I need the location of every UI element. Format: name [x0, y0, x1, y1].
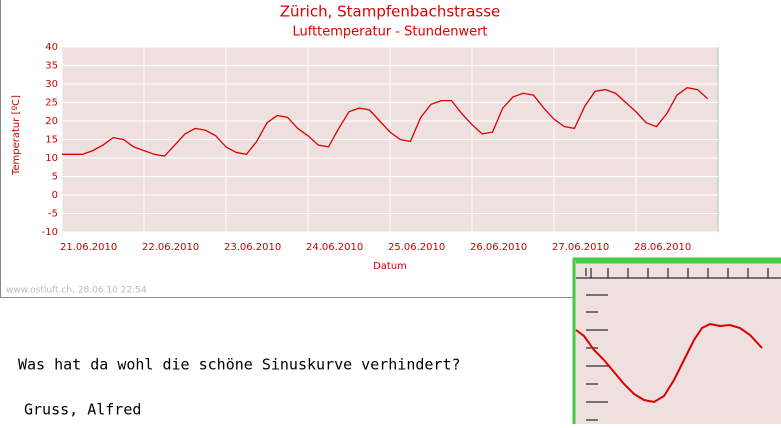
y-axis-label: Temperatur [ºC] [11, 95, 22, 176]
signature: Gruss, Alfred [24, 401, 141, 419]
y-tick-label: -10 [42, 227, 58, 238]
chart-title: Zürich, Stampfenbachstrasse [280, 3, 501, 21]
x-tick-label: 22.06.2010 [142, 242, 199, 253]
magnifier [572, 257, 781, 428]
magnified-line [575, 322, 763, 404]
y-tick-label: 15 [45, 135, 58, 146]
y-tick-label: 5 [52, 172, 58, 183]
y-tick-label: 35 [45, 61, 58, 72]
y-tick-label: 25 [45, 98, 58, 109]
x-tick-label: 25.06.2010 [388, 242, 445, 253]
x-tick-label: 23.06.2010 [224, 242, 281, 253]
x-tick-label: 26.06.2010 [470, 242, 527, 253]
y-tick-label: 10 [45, 153, 58, 164]
y-tick-label: 40 [45, 42, 58, 53]
x-tick-label: 28.06.2010 [634, 242, 691, 253]
footer: www.ostluft.ch, 28.06.10 22:54 [6, 286, 147, 296]
y-tick-label: -5 [48, 209, 58, 220]
data-line [62, 87, 709, 157]
x-tick-label: 21.06.2010 [60, 242, 117, 253]
y-tick-label: 20 [45, 116, 58, 127]
magnifier-window [572, 257, 781, 428]
message-text: Was hat da wohl die schöne Sinuskurve ve… [18, 356, 461, 374]
x-tick-label: 27.06.2010 [552, 242, 609, 253]
x-axis-label: Datum [373, 261, 407, 272]
chart-subtitle: Lufttemperatur - Stundenwert [292, 25, 487, 40]
x-tick-label: 24.06.2010 [306, 242, 363, 253]
y-tick-label: 0 [52, 190, 58, 201]
plot: -10 -5 0 5 10 15 20 25 30 35 40 21.06.2010 22.06.201… [42, 42, 719, 253]
y-tick-label: 30 [45, 79, 58, 90]
